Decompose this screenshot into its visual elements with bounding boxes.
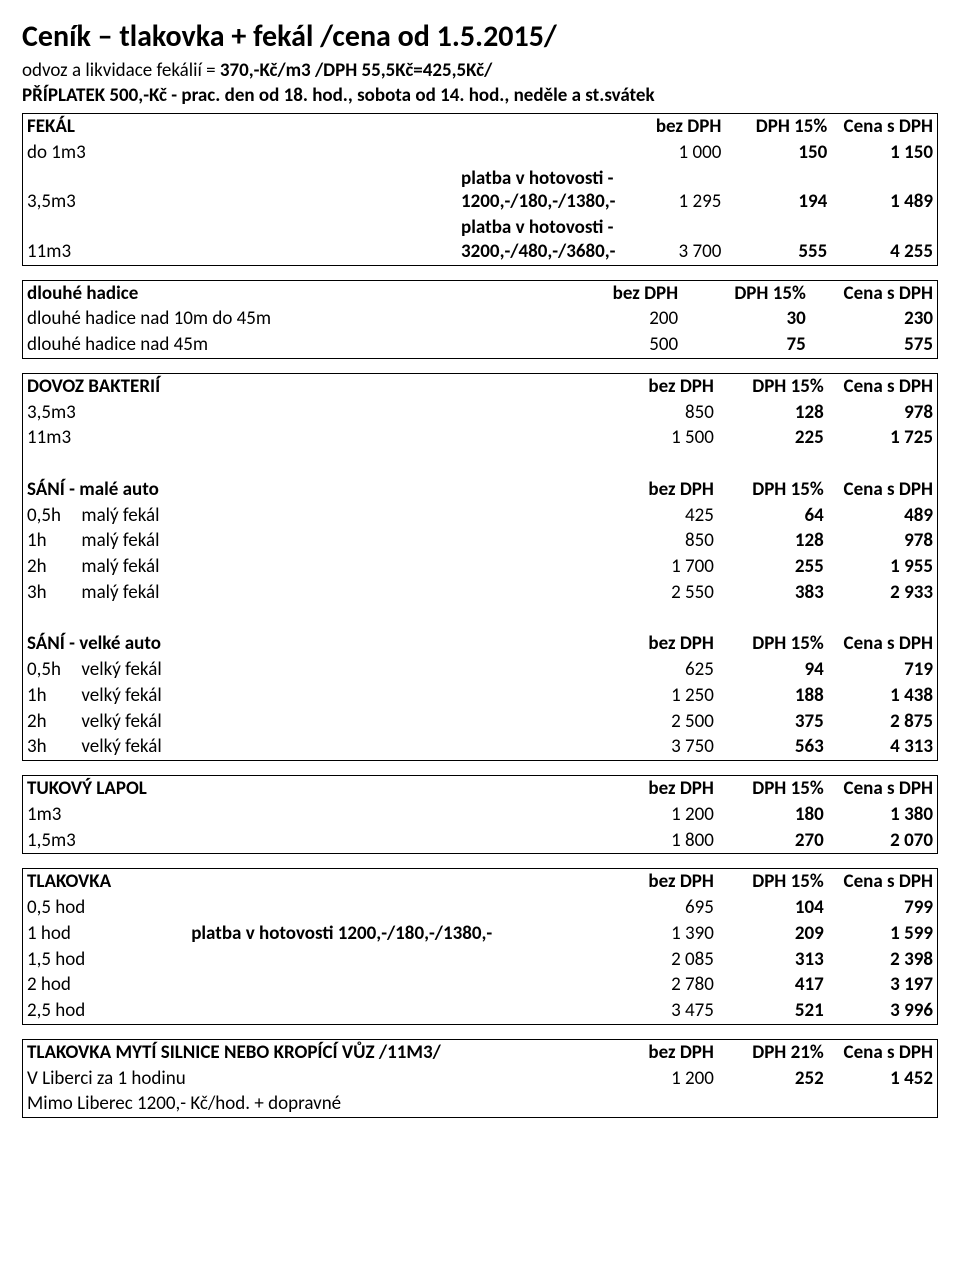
section-title: TUKOVÝ LAPOL <box>23 776 609 802</box>
table-row: 2 hod 2 780 417 3 197 <box>23 972 938 998</box>
table-row: 0,5h malý fekál 425 64 489 <box>23 503 938 529</box>
page-title: Ceník – tlakovka + fekál /cena od 1.5.20… <box>22 18 938 55</box>
section-title: TLAKOVKA <box>23 869 188 895</box>
table-row: dlouhé hadice nad 45m 500 75 575 <box>23 332 938 358</box>
table-row: do 1m3 1 000 150 1 150 <box>23 140 938 166</box>
table-row: Mimo Liberec 1200,- Kč/hod. + dopravné <box>23 1091 938 1117</box>
table-row: 11m3 1 500 225 1 725 <box>23 425 938 451</box>
table-row: 2,5 hod 3 475 521 3 996 <box>23 998 938 1024</box>
table-row: dlouhé hadice nad 10m do 45m 200 30 230 <box>23 306 938 332</box>
table-combined: DOVOZ BAKTERIÍ bez DPH DPH 15% Cena s DP… <box>22 373 938 761</box>
table-row: 0,5h velký fekál 625 94 719 <box>23 657 938 683</box>
table-hadice: dlouhé hadice bez DPH DPH 15% Cena s DPH… <box>22 280 938 359</box>
table-row: 1h velký fekál 1 250 188 1 438 <box>23 683 938 709</box>
table-row: 1,5 hod 2 085 313 2 398 <box>23 947 938 973</box>
table-row: 1 hod platba v hotovosti 1200,-/180,-/13… <box>23 921 938 947</box>
section-title: dlouhé hadice <box>23 280 555 306</box>
table-row: 1h malý fekál 850 128 978 <box>23 528 938 554</box>
table-fekal: FEKÁL bez DPH DPH 15% Cena s DPH do 1m3 … <box>22 113 938 266</box>
table-row: 2h malý fekál 1 700 255 1 955 <box>23 554 938 580</box>
col-dph: DPH 15% <box>725 114 831 140</box>
table-row: 0,5 hod 695 104 799 <box>23 895 938 921</box>
col-bezdph: bez DPH <box>619 114 725 140</box>
surcharge-line: PŘÍPLATEK 500,-Kč - prac. den od 18. hod… <box>22 84 938 107</box>
table-row: 3h malý fekál 2 550 383 2 933 <box>23 580 938 606</box>
table-row: 3,5m3 850 128 978 <box>23 400 938 426</box>
table-row: 1,5m3 1 800 270 2 070 <box>23 828 938 854</box>
subtitle-prefix: odvoz a likvidace fekálií = <box>22 59 220 82</box>
section-title: SÁNÍ - malé auto <box>23 477 609 503</box>
table-lapol: TUKOVÝ LAPOL bez DPH DPH 15% Cena s DPH … <box>22 775 938 854</box>
section-title: FEKÁL <box>23 114 458 140</box>
subtitle-price: 370,-Kč/m3 /DPH 55,5Kč=425,5Kč/ <box>220 59 492 82</box>
table-row: 1m3 1 200 180 1 380 <box>23 802 938 828</box>
table-tlakovka: TLAKOVKA bez DPH DPH 15% Cena s DPH 0,5 … <box>22 868 938 1025</box>
subtitle-line: odvoz a likvidace fekálií = 370,-Kč/m3 /… <box>22 59 938 82</box>
table-row: 3h velký fekál 3 750 563 4 313 <box>23 734 938 760</box>
table-row: V Liberci za 1 hodinu 1 200 252 1 452 <box>23 1066 938 1092</box>
section-title: SÁNÍ - velké auto <box>23 631 609 657</box>
section-title: TLAKOVKA MYTÍ SILNICE NEBO KROPÍCÍ VŮZ /… <box>23 1039 609 1065</box>
table-row: 11m3 platba v hotovosti - 3200,-/480,-/3… <box>23 215 938 265</box>
table-myti: TLAKOVKA MYTÍ SILNICE NEBO KROPÍCÍ VŮZ /… <box>22 1039 938 1118</box>
col-cena: Cena s DPH <box>831 114 937 140</box>
table-row: 2h velký fekál 2 500 375 2 875 <box>23 709 938 735</box>
section-title: DOVOZ BAKTERIÍ <box>23 373 609 399</box>
table-row: 3,5m3 platba v hotovosti - 1200,-/180,-/… <box>23 166 938 216</box>
